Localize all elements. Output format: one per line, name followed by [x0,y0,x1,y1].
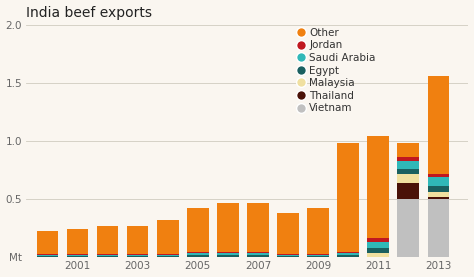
Bar [307,254,329,255]
Bar [67,255,88,256]
Bar [307,255,329,256]
Bar [97,227,118,254]
Bar [187,252,209,253]
Bar [277,256,299,257]
Bar [398,183,419,199]
Bar [428,76,449,174]
Bar [428,197,449,199]
Bar [157,254,179,255]
Bar [428,186,449,192]
Bar [247,255,269,257]
Bar [428,199,449,257]
Bar [97,255,118,256]
Bar [157,256,179,257]
Bar [217,253,239,255]
Bar [127,227,148,254]
Bar [247,203,269,252]
Bar [428,174,449,177]
Bar [367,253,389,257]
Bar [217,255,239,257]
Bar [428,192,449,197]
Bar [398,169,419,174]
Legend: Other, Jordan, Saudi Arabia, Egypt, Malaysia, Thailand, Vietnam: Other, Jordan, Saudi Arabia, Egypt, Mala… [297,28,376,113]
Bar [67,256,88,257]
Bar [127,255,148,256]
Bar [337,253,359,255]
Bar [367,237,389,242]
Bar [157,219,179,254]
Bar [36,254,58,255]
Bar [398,143,419,157]
Bar [337,143,359,252]
Bar [428,177,449,186]
Bar [67,229,88,254]
Text: India beef exports: India beef exports [27,6,152,20]
Bar [277,212,299,254]
Bar [187,255,209,257]
Bar [367,137,389,237]
Bar [187,208,209,252]
Bar [367,242,389,248]
Bar [217,252,239,253]
Bar [67,254,88,255]
Bar [36,256,58,257]
Bar [307,256,329,257]
Bar [247,252,269,253]
Bar [337,255,359,257]
Bar [398,174,419,183]
Bar [187,253,209,255]
Bar [398,199,419,257]
Bar [367,248,389,253]
Bar [277,254,299,255]
Bar [157,255,179,256]
Bar [36,231,58,254]
Bar [337,252,359,253]
Bar [398,157,419,161]
Bar [277,255,299,256]
Bar [127,256,148,257]
Bar [247,253,269,255]
Bar [97,254,118,255]
Bar [97,256,118,257]
Bar [217,203,239,252]
Bar [36,255,58,256]
Bar [398,161,419,169]
Bar [307,208,329,254]
Bar [127,254,148,255]
